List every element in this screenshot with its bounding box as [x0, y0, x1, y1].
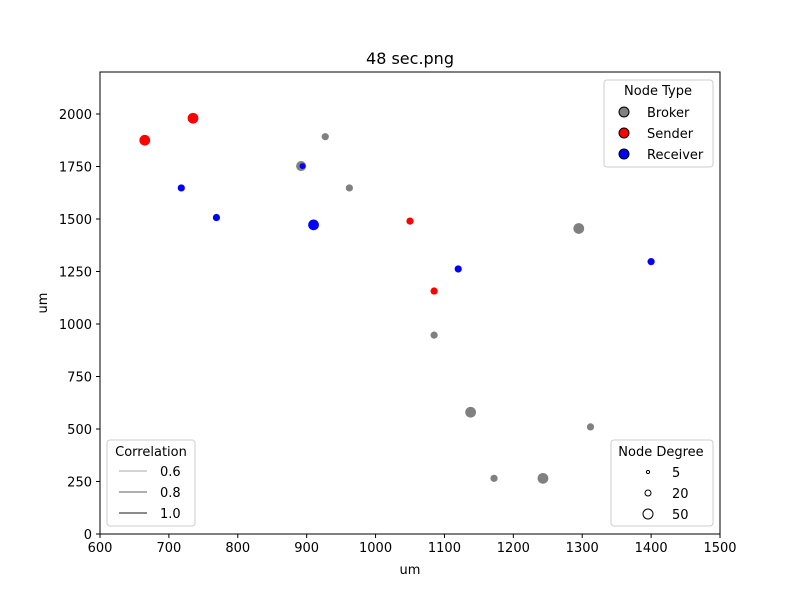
y-tick-label: 1500 [59, 213, 92, 228]
y-axis: 0 250 500 750 1000 1250 1500 1750 2000 [59, 108, 100, 543]
y-tick-label: 500 [67, 423, 92, 438]
y-tick-label: 0 [84, 528, 92, 543]
legend-correlation-label-1: 0.6 [160, 465, 181, 480]
x-tick-label: 1100 [428, 541, 461, 556]
x-axis-label: um [400, 563, 421, 578]
x-tick-label: 1300 [566, 541, 599, 556]
legend-degree-label-1: 5 [672, 466, 680, 481]
data-point-receiver [308, 219, 319, 231]
data-point-receiver [177, 184, 185, 192]
legend-degree-marker-3 [642, 508, 654, 520]
legend-receiver-label: Receiver [647, 148, 704, 163]
legend-degree-marker-1 [645, 469, 651, 475]
legend-correlation: Correlation 0.6 0.8 1.0 [106, 439, 196, 527]
legend-degree-label-2: 20 [672, 487, 689, 502]
y-tick-label: 2000 [59, 108, 92, 123]
data-point-sender [139, 134, 151, 146]
legend-broker-label: Broker [647, 106, 690, 121]
legend-node-degree: Node Degree 5 20 50 [610, 439, 714, 527]
y-tick-label: 1000 [59, 318, 92, 333]
x-tick-label: 1200 [497, 541, 530, 556]
legend-node-degree-frame [610, 439, 714, 527]
data-point-sender [406, 217, 414, 225]
y-axis-label: um [36, 293, 51, 314]
data-point-broker [490, 474, 498, 482]
legend-correlation-frame [106, 439, 196, 527]
legend-correlation-title: Correlation [115, 445, 187, 460]
data-points [139, 112, 655, 484]
legend-node-degree-title: Node Degree [618, 445, 703, 460]
y-tick-label: 750 [67, 371, 92, 386]
data-point-broker [345, 184, 353, 192]
y-tick-label: 1750 [59, 161, 92, 176]
data-point-broker [430, 331, 438, 339]
legend-node-type-title: Node Type [624, 84, 692, 99]
x-tick-label: 900 [294, 541, 319, 556]
legend-correlation-label-3: 1.0 [160, 507, 181, 522]
chart-title: 48 sec.png [366, 49, 454, 68]
data-point-receiver [454, 265, 462, 273]
data-point-broker [537, 472, 549, 484]
legend-node-type: Node Type Broker Sender Receiver [603, 79, 714, 168]
data-point-broker [586, 423, 595, 431]
data-point-sender [187, 112, 199, 124]
legend-receiver-marker [618, 148, 630, 160]
legend-correlation-label-2: 0.8 [160, 486, 181, 501]
x-tick-label: 600 [88, 541, 113, 556]
data-point-sender [430, 287, 438, 295]
legend-degree-marker-2 [644, 489, 652, 497]
x-tick-label: 1500 [703, 541, 736, 556]
x-axis: 600 700 800 900 1000 1100 1200 1300 1400 1500 [88, 534, 737, 556]
x-tick-label: 800 [225, 541, 250, 556]
x-tick-label: 700 [156, 541, 181, 556]
y-tick-label: 250 [67, 476, 92, 491]
data-point-receiver [212, 213, 221, 222]
legend-degree-label-3: 50 [672, 508, 689, 523]
x-tick-label: 1000 [359, 541, 392, 556]
data-point-broker [465, 406, 476, 418]
y-tick-label: 1250 [59, 266, 92, 281]
legend-broker-marker [618, 106, 630, 118]
data-point-broker [573, 223, 585, 234]
data-point-broker [321, 133, 329, 141]
legend-sender-marker [618, 127, 630, 139]
data-point-receiver [647, 258, 655, 266]
legend-sender-label: Sender [647, 127, 694, 142]
legend-node-type-frame [603, 79, 714, 168]
data-point-receiver [299, 163, 306, 170]
x-tick-label: 1400 [635, 541, 668, 556]
